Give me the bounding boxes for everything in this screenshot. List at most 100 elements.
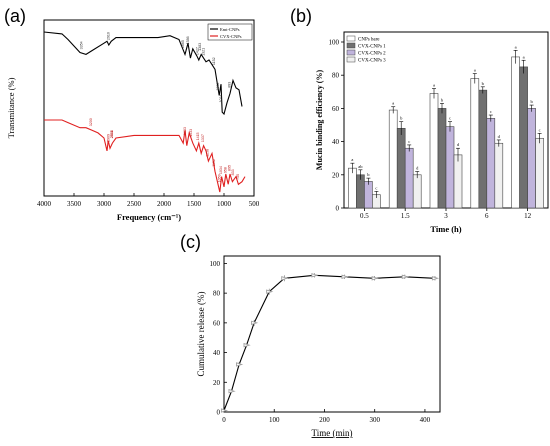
bar-0-1 (388, 109, 398, 209)
chart-b-xtick-label: 3 (444, 212, 448, 220)
sig-letter-0-3: a (474, 68, 476, 73)
sig-letter-1-3: b (482, 81, 485, 86)
chart-b-ytick-label: 20 (332, 171, 340, 179)
bar-1-1 (396, 128, 406, 209)
peak-label-0-4: 1427 (195, 47, 199, 55)
bar-0-4 (511, 56, 520, 209)
chart-c-ytick-label: 80 (213, 290, 221, 298)
peak-label-0-2: 1665 (181, 40, 185, 48)
chart-b-ytick-label: 0 (336, 205, 340, 213)
sig-letter-0-4: a (515, 44, 517, 49)
panel-label-b: (b) (290, 6, 312, 26)
chart-c-ytick-label: 0 (217, 409, 221, 417)
sig-letter-1-1: b (400, 116, 403, 121)
chart-a-ylabel: Transmitance (%) (6, 77, 16, 138)
chart-c-xtick-label: 300 (369, 416, 380, 424)
sig-letter-3-3: d (498, 134, 501, 139)
chart-a-xtick-label: 2500 (127, 200, 142, 208)
release-point-7 (311, 273, 319, 278)
peak-label-1-15: 750 (236, 174, 240, 180)
bar-0-3 (470, 78, 480, 209)
sig-letter-0-2: a (433, 82, 435, 87)
chart-c-xtick-label: 0 (222, 416, 226, 424)
chart-a-xtick-label: 3500 (67, 200, 82, 208)
chart-b-ytick-label: 60 (332, 105, 340, 113)
bar-1-4 (519, 66, 528, 209)
chart-b-xtick-label: 1.5 (401, 212, 410, 220)
release-point-6 (281, 276, 289, 281)
panel-label-c: (c) (180, 232, 201, 252)
peak-label-1-10: 1059 (217, 174, 221, 182)
chart-a-xtick-label: 500 (249, 200, 260, 208)
release-point-5 (266, 289, 274, 294)
chart-b-legend-label-3: CVX-CNPs 3 (358, 59, 386, 64)
peak-label-0-0: 3354 (80, 41, 84, 49)
chart-a-xtick-label: 1500 (187, 200, 202, 208)
spectrum-line-0 (43, 31, 243, 116)
chart-a-xtick-label: 4000 (37, 200, 52, 208)
bar-1-2 (437, 108, 447, 209)
chart-b-legend-label-2: CVX-CNPs 2 (358, 52, 386, 57)
chart-b-legend-swatch-1 (346, 42, 356, 49)
chart-a-frame (43, 19, 255, 197)
release-point-4 (251, 320, 259, 326)
chart-b-ytick-label: 80 (332, 72, 340, 80)
sig-letter-1-2: b (441, 97, 444, 102)
sig-letter-1-4: a (523, 54, 525, 59)
release-point-10 (401, 274, 409, 280)
chart-b-legend: CNPs bare CVX-CNPs 1 CVX-CNPs 2 CVX-CNPs 3 (346, 35, 386, 64)
peak-label-0-6: 1321 (202, 48, 206, 56)
chart-a-legend-label-0: Emt-CNPs (220, 27, 240, 32)
chart-b-ytick-label: 100 (329, 39, 340, 47)
chart-c-xtick-label: 200 (319, 416, 330, 424)
sig-letter-2-1: c (408, 139, 410, 144)
chart-a-legend: Emt-CNPs CVX-CNPs (207, 23, 253, 41)
peak-label-1-5: 1533 (189, 129, 193, 137)
release-line (223, 274, 436, 411)
bar-2-0 (364, 181, 373, 209)
bar-3-2 (453, 154, 463, 209)
chart-b-legend-swatch-2 (346, 49, 356, 56)
chart-a-xtick-label: 1000 (217, 200, 232, 208)
bar-0-2 (429, 93, 439, 209)
chart-b-legend-swatch-0 (346, 35, 356, 42)
bar-2-3 (486, 118, 496, 209)
chart-c-frame (223, 255, 441, 413)
chart-a-xlabel: Frequency (cm⁻¹) (117, 212, 181, 222)
chart-c-xtick-label: 100 (269, 416, 280, 424)
sig-letter-2-2: c (449, 116, 451, 121)
release-point-3 (243, 342, 251, 348)
chart-a-xtick-label: 2000 (157, 200, 172, 208)
sig-letter-3-1: d (416, 165, 419, 170)
chart-c-ytick-label: 60 (213, 319, 221, 327)
sig-letter-2-3: c (490, 109, 492, 114)
peak-label-1-3: 2848 (110, 130, 114, 138)
chart-b-xlabel: Time (h) (430, 224, 461, 234)
release-point-11 (431, 276, 440, 281)
peak-label-0-5: 1383 (198, 43, 202, 51)
chart-c-ylabel: Cumulative release (%) (196, 292, 206, 377)
chart-a-legend-label-1: CVX-CNPs (220, 34, 242, 39)
sig-letter-3-2: d (457, 142, 460, 147)
release-point-0 (220, 408, 229, 413)
chart-b: 0204060801000.5aabbc1.5abcd3abcd6abcd12a… (315, 31, 549, 234)
peak-label-0-8: 1082 (216, 83, 220, 91)
sig-letter-2-4: b (530, 99, 533, 104)
peak-label-1-13: 895 (227, 165, 231, 171)
peak-label-1-4: 1633 (183, 127, 187, 135)
release-point-9 (371, 276, 379, 281)
peak-label-1-8: 1258 (206, 149, 210, 157)
sig-letter-0-0: a (351, 157, 353, 162)
peak-label-1-0: 3200 (89, 118, 93, 126)
peak-label-1-2: 2851 (110, 130, 114, 138)
peak-label-0-1: 2910 (106, 32, 110, 40)
peak-label-0-7: 1152 (212, 57, 216, 65)
bar-2-1 (404, 147, 414, 209)
chart-c-xlabel: Time (min) (312, 428, 353, 438)
chart-b-legend-label-0: CNPs bare (358, 38, 380, 43)
peak-label-1-9: 1152 (212, 159, 216, 167)
sig-letter-2-0: b (367, 172, 370, 177)
chart-a-xtick-label: 3000 (97, 200, 112, 208)
